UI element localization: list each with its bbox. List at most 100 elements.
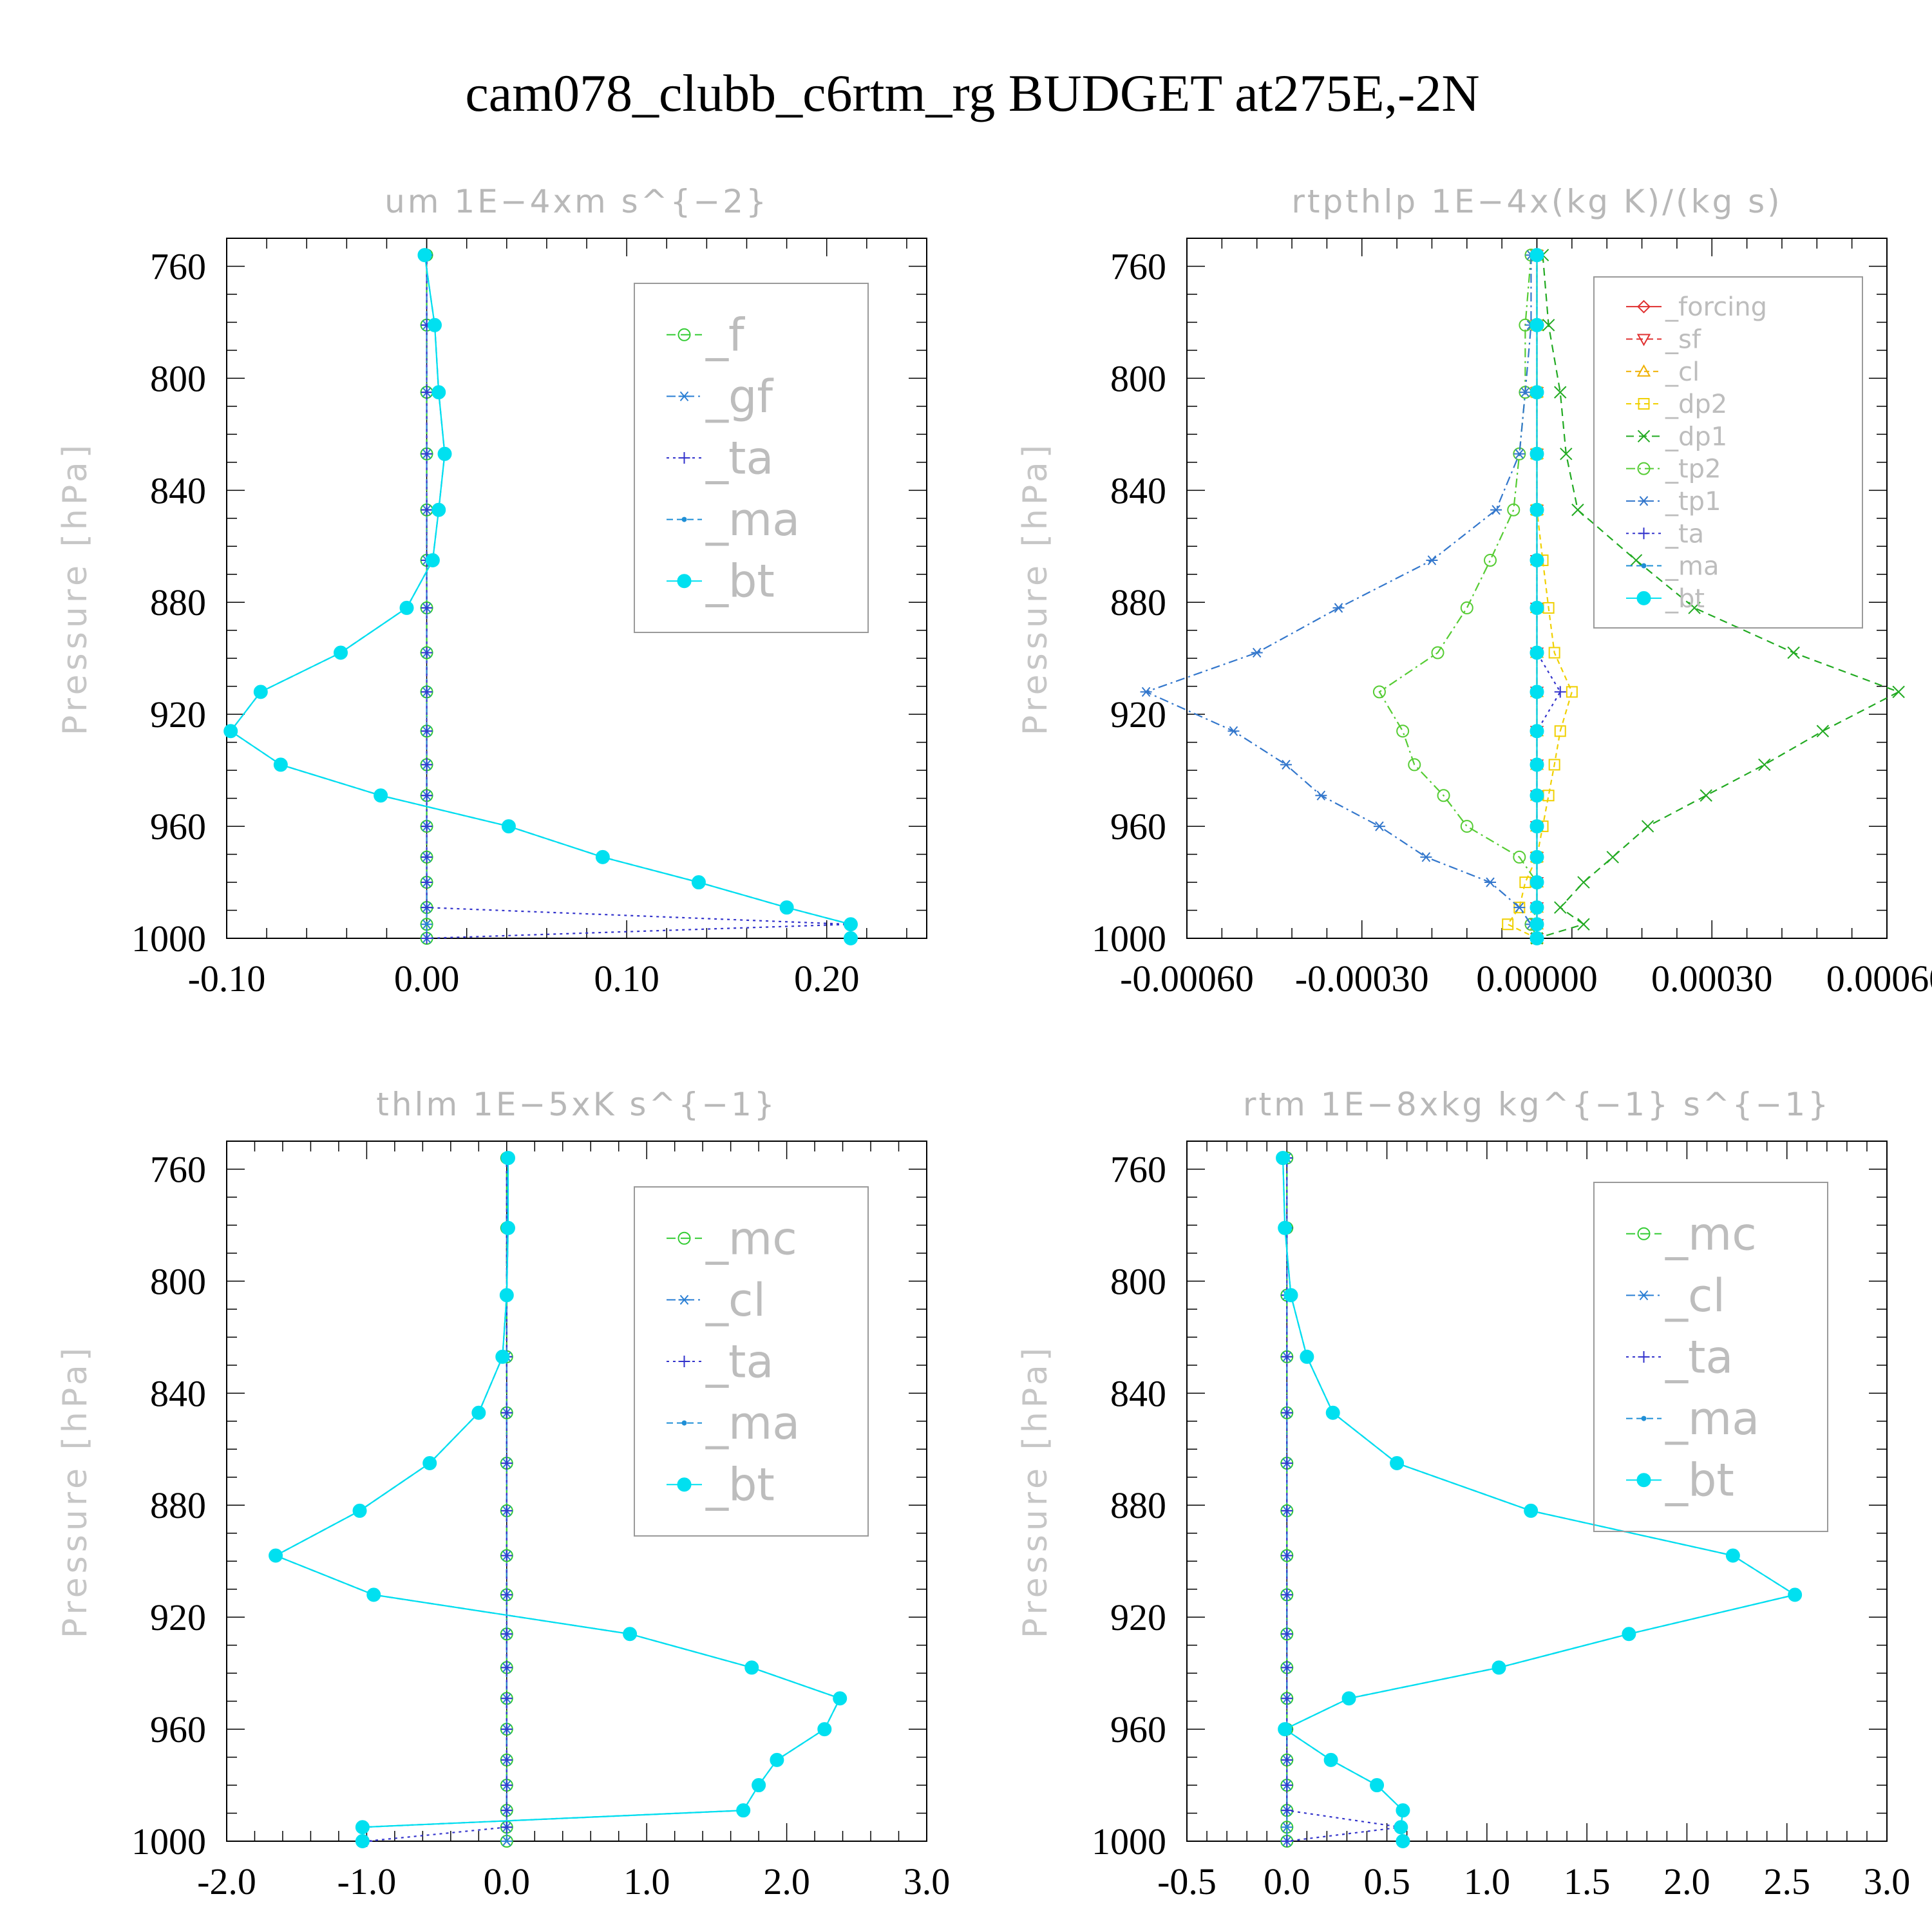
data-point [1641,563,1647,569]
data-point [1548,647,1560,659]
data-point [1788,1587,1803,1602]
data-point [1484,554,1497,567]
data-point [1513,850,1526,864]
plot-frame [1186,1141,1888,1842]
data-point [1554,386,1567,399]
series-ta [1281,1152,1407,1847]
x-tick-label: 0.00060 [1826,958,1932,999]
panel-title: thlm 1E−5xK s^{−1} [376,1086,777,1123]
y-tick-label: 840 [150,1372,206,1414]
y-tick-label: 760 [150,245,206,287]
budget-panel-1: um 1E−4xm s^{−2} Pressure [hPa] 760 800 840 8… [56,183,927,999]
data-point [1502,918,1514,931]
data-point [1530,757,1544,772]
data-point [1507,503,1520,516]
legend-label: _tp1 [1665,487,1721,516]
x-tick-label: 2.5 [1763,1861,1810,1902]
data-point [500,1504,513,1517]
data-point [1370,1778,1385,1793]
data-point [500,1589,513,1601]
series-dp1 [1530,249,1905,945]
data-point [431,502,446,517]
data-point [427,317,442,332]
data-point [770,1752,784,1767]
data-point [421,448,433,460]
panel-title: um 1E−4xm s^{−2} [384,183,769,220]
data-point [1530,788,1544,803]
x-tick-label: 2.0 [1663,1861,1710,1902]
y-tick-label: 1000 [131,918,206,960]
legend-label: _cl [705,1274,766,1327]
data-point [1638,527,1650,540]
budget-panel-2: rtpthlp 1E−4x(kg K)/(kg s) Pressure [hPa]… [1016,183,1932,999]
y-tick-label: 880 [150,582,206,623]
series-bt [269,1151,848,1848]
data-point [678,391,690,402]
y-tick-label: 920 [150,694,206,735]
data-point [1315,790,1327,800]
data-point [495,1349,510,1364]
data-point [1420,852,1432,862]
data-point [421,851,433,863]
y-tick-label: 960 [1110,806,1166,848]
data-point [471,1405,486,1420]
data-point [1281,1628,1293,1640]
data-point [355,1834,370,1848]
x-tick-label: -0.00060 [1120,958,1254,999]
x-tick-label: 2.0 [763,1861,810,1902]
series-ta [361,1152,513,1847]
data-point [1332,603,1345,613]
data-point [678,1294,690,1305]
data-point [1725,1548,1740,1563]
panel-title: rtpthlp 1E−4x(kg K)/(kg s) [1291,183,1782,220]
series-line [1506,255,1573,939]
y-tick-label: 840 [1110,1372,1166,1414]
data-point [1396,1803,1410,1818]
legend: _forcing _sf _cl _dp2 _dp1 _tp2 _tp1 _ta_ma_bt [1593,276,1863,629]
legend-label: _gf [705,370,773,423]
legend-label: _sf [1665,325,1701,354]
x-tick-label: 0.10 [594,958,659,999]
data-point [437,446,452,461]
data-point [500,1628,513,1640]
x-tick-label: -0.5 [1157,1861,1217,1902]
data-point [678,452,690,464]
data-point [691,875,706,890]
legend-label: _ta [705,1336,773,1388]
data-point [1636,334,1651,346]
data-point [1816,724,1830,737]
x-tick-label: 0.00000 [1476,958,1598,999]
data-point [421,504,433,516]
legend-label: _bt [1665,1454,1734,1507]
data-point [421,686,433,698]
data-point [1636,364,1651,377]
legend-label: _ma [705,1397,800,1450]
data-point [595,849,610,864]
data-point [1281,1406,1293,1419]
data-point [1524,1503,1539,1518]
legend-label: _f [705,308,745,361]
data-point [421,386,433,399]
data-point [1341,1691,1356,1706]
data-point [677,1477,692,1492]
data-point [421,820,433,833]
data-point [1787,646,1800,659]
data-point [1408,758,1421,772]
data-point [1530,849,1544,864]
data-point [1513,902,1526,913]
data-point [1325,1405,1340,1420]
data-point [417,248,432,263]
data-point [1637,299,1651,314]
data-point [1530,385,1544,400]
data-point [399,600,414,615]
y-tick-label: 1000 [131,1821,206,1862]
data-point [1396,724,1410,738]
data-point [1437,789,1450,802]
data-point [366,1587,381,1602]
data-point [623,1627,638,1642]
data-point [1638,496,1650,506]
data-point [1396,1834,1410,1848]
data-point [1372,685,1386,699]
data-point [1688,601,1701,614]
data-point [1641,820,1654,833]
